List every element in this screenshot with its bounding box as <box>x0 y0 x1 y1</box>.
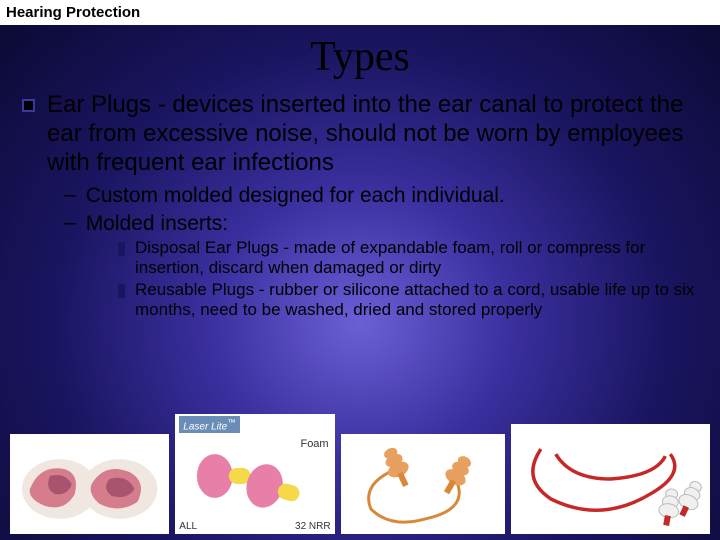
bullet-sub-1: – Custom molded designed for each indivi… <box>22 183 698 208</box>
bullet-sub-2-text: Molded inserts: <box>86 211 228 236</box>
slide-title: Types <box>0 33 720 81</box>
foam-earplugs-package-image: Laser Lite™ Foam ALL 32 NRR <box>175 414 334 534</box>
package-bottom-labels: ALL 32 NRR <box>175 521 334 532</box>
dash-icon: – <box>64 183 76 207</box>
image-row: Laser Lite™ Foam ALL 32 NRR <box>10 414 710 534</box>
rect-bullet-icon <box>118 242 125 256</box>
bullet-sub-1-text: Custom molded designed for each individu… <box>86 183 505 208</box>
bullet-sub-2: – Molded inserts: <box>22 211 698 236</box>
bullet-main: Ear Plugs - devices inserted into the ea… <box>22 91 698 177</box>
custom-molded-plugs-image <box>10 434 169 534</box>
bullet-sub-2a: Disposal Ear Plugs - made of expandable … <box>22 238 698 279</box>
bullet-main-text: Ear Plugs - devices inserted into the ea… <box>47 91 698 177</box>
size-label: ALL <box>179 521 197 532</box>
bullet-sub-2b-text: Reusable Plugs - rubber or silicone atta… <box>135 280 698 321</box>
header-bar: Hearing Protection <box>0 0 720 25</box>
foam-label: Foam <box>300 438 328 450</box>
bullet-sub-2b: Reusable Plugs - rubber or silicone atta… <box>22 280 698 321</box>
bullet-sub-2a-text: Disposal Ear Plugs - made of expandable … <box>135 238 698 279</box>
nrr-label: 32 NRR <box>295 521 331 532</box>
rect-bullet-icon <box>118 284 125 298</box>
content-area: Ear Plugs - devices inserted into the ea… <box>0 91 720 320</box>
dash-icon: – <box>64 211 76 235</box>
reusable-corded-plugs-image <box>511 424 710 534</box>
silicone-corded-plugs-image <box>341 434 505 534</box>
square-bullet-icon <box>22 99 35 112</box>
header-text: Hearing Protection <box>6 4 140 21</box>
product-label: Laser Lite™ <box>179 416 239 433</box>
